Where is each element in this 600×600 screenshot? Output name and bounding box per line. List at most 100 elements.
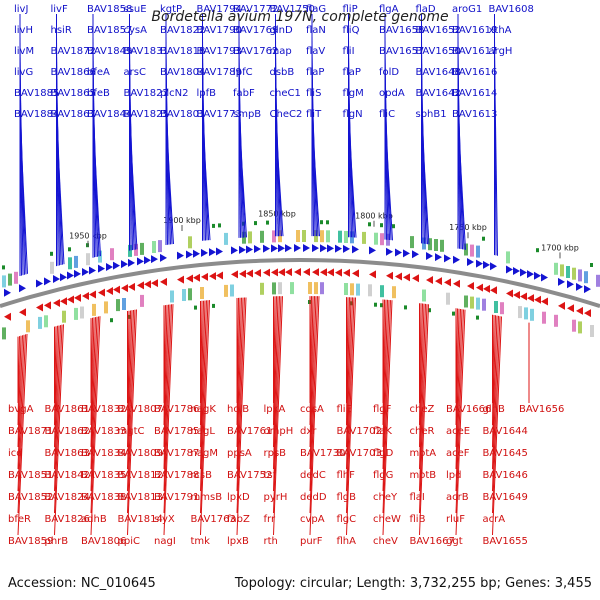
reverse-gene-arrow [335,268,342,277]
forward-gene-leader [129,118,138,250]
forward-gene-arrow [177,251,184,260]
cog-block-forward [554,262,558,275]
reverse-gene-leader [17,333,28,536]
forward-gene-arrow [506,265,513,274]
reverse-gene-leader [309,296,317,492]
forward-gene-label: dsbB [270,67,295,78]
forward-gene-arrow [246,245,253,254]
cog-marker [404,305,407,310]
reverse-gene-arrow [209,272,216,281]
cog-marker [128,314,131,319]
reverse-gene-leader [382,299,388,470]
reverse-gene-leader [236,297,245,514]
reverse-gene-label: BAV1730 [300,448,345,459]
forward-gene-arrow [303,244,310,253]
forward-gene-arrow [343,244,350,253]
reverse-gene-leader [492,314,495,426]
cog-block-forward [326,230,330,243]
reverse-gene-arrow [312,268,319,277]
reverse-gene-label: BAV1833 [81,426,126,437]
forward-gene-label: BAV1750 [270,4,315,15]
reverse-gene-leader [163,305,166,426]
reverse-gene-leader [90,316,98,492]
reverse-gene-label: BAV1838 [81,492,126,503]
reverse-gene-label: cheV [373,536,398,547]
reverse-gene-label: BAV1863 [45,448,90,459]
forward-gene-leader [19,118,28,274]
reverse-gene-label: BAV1851 [8,470,53,481]
forward-gene-arrow [60,273,67,282]
forward-gene-arrow [352,245,359,254]
cog-marker [266,220,269,225]
cog-marker [392,224,395,229]
cog-block-forward [134,243,138,256]
reverse-gene-label: cvpA [300,514,325,525]
cog-block-reverse [320,282,324,295]
cog-block-forward [98,250,102,263]
forward-gene-label: aroG1 [452,4,482,15]
forward-gene-label: livG [14,67,33,78]
forward-gene-arrow [335,244,342,253]
reverse-gene-arrow [193,273,200,282]
cog-marker [2,265,5,270]
reverse-gene-arrow [412,274,419,283]
cog-block-reverse [542,311,546,324]
forward-gene-label: fliP [343,4,358,15]
reverse-gene-label: flhF [337,470,356,481]
cog-marker [374,302,377,307]
forward-gene-label: livF [51,4,68,15]
cog-block-reverse [104,301,108,314]
reverse-gene-label: rluF [446,514,465,525]
reverse-gene-label: BAV1646 [483,470,528,481]
reverse-gene-arrow [426,275,433,284]
cog-block-reverse [272,282,276,295]
forward-gene-label: BAV1773 [197,109,242,120]
reverse-gene-arrow [285,268,292,277]
forward-gene-arrow [483,260,490,269]
reverse-gene-leader [273,296,279,470]
reverse-gene-label: BAV1649 [483,492,528,503]
reverse-gene-leader [236,297,241,448]
cog-block-reverse [278,282,282,295]
cog-block-forward [152,241,156,253]
reverse-gene-arrow [483,284,490,293]
reverse-gene-leader [127,310,130,426]
reverse-gene-leader [127,310,133,470]
reverse-gene-leader [127,309,134,492]
scale-label: 1700 kbp [541,243,579,252]
reverse-gene-leader [309,296,318,514]
forward-gene-leader [275,118,284,237]
forward-gene-label: xthA [489,25,512,36]
reverse-gene-label: tmk [191,536,211,547]
forward-gene-label: BAV1827 [124,88,169,99]
reverse-gene-label: BAV1806 [81,536,126,547]
forward-gene-arrow [209,248,216,257]
forward-gene-label: BAV1652 [416,25,461,36]
reverse-gene-arrow [113,285,120,294]
forward-gene-label: CheC2 [270,109,303,120]
reverse-gene-arrow [541,297,548,306]
cog-block-reverse [74,307,78,320]
forward-gene-label: BAV1650 [416,46,461,57]
reverse-gene-leader [273,296,276,426]
forward-gene-arrow [576,282,583,291]
forward-gene-arrow [128,258,135,267]
reverse-gene-arrow [67,295,74,304]
forward-gene-leader [348,118,357,238]
cog-block-reverse [530,308,534,321]
reverse-gene-leader [90,317,93,426]
reverse-gene-arrow [567,304,574,313]
forward-gene-label: argH [489,46,513,57]
reverse-gene-label: phrB [45,536,69,547]
forward-gene-arrow [113,261,120,270]
reverse-gene-label: cheY [373,492,398,503]
forward-gene-label: flaP [343,67,361,78]
reverse-gene-leader [236,297,247,536]
reverse-gene-label: BAV1871 [8,426,53,437]
reverse-gene-leader [309,296,314,448]
reverse-gene-leader [163,304,172,514]
cog-block-reverse [476,297,480,310]
reverse-gene-leader [492,315,499,492]
reverse-gene-arrow [352,269,359,278]
